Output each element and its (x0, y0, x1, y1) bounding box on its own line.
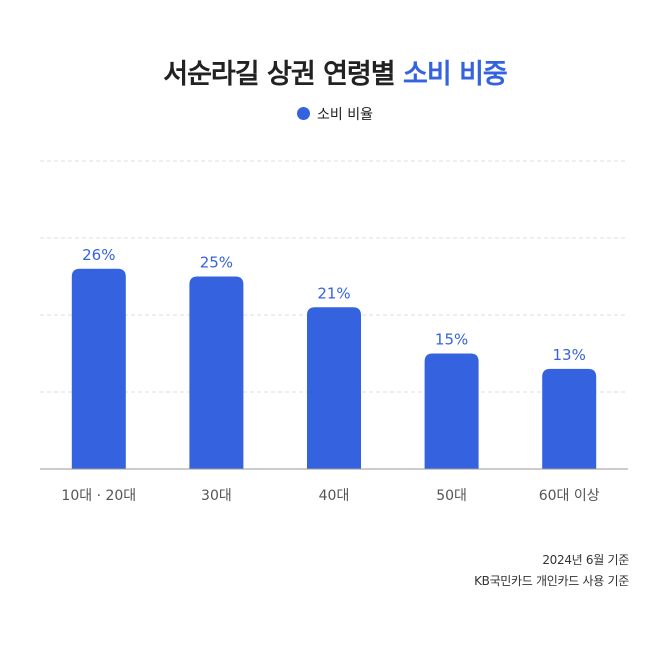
source-basis: KB국민카드 개인카드 사용 기준 (474, 574, 629, 588)
chart-title-highlight: 소비 비중 (403, 59, 508, 90)
bar (71, 268, 126, 469)
data-label: 13% (553, 346, 586, 364)
bar (189, 276, 244, 469)
data-label: 21% (317, 284, 350, 302)
chart-title: 서순라길 상권 연령별 소비 비중 (0, 52, 670, 91)
chart-legend: 소비 비율 (0, 104, 670, 124)
x-tick-label: 30대 (201, 488, 232, 504)
x-tick-label: 40대 (319, 488, 350, 504)
bar (307, 307, 361, 469)
source-date: 2024년 6월 기준 (542, 553, 629, 567)
data-label: 15% (435, 331, 468, 349)
data-label: 25% (200, 254, 233, 272)
data-label: 26% (82, 246, 115, 264)
chart-title-main: 서순라길 상권 연령별 (163, 59, 395, 90)
source-note: 2024년 6월 기준 KB국민카드 개인카드 사용 기준 (474, 550, 629, 592)
x-tick-label: 10대 · 20대 (61, 488, 136, 504)
x-tick-label: 60대 이상 (539, 488, 600, 504)
legend-label: 소비 비율 (317, 107, 373, 123)
bar (424, 353, 479, 469)
x-tick-label: 50대 (436, 488, 467, 504)
bar (542, 368, 597, 469)
legend-marker (297, 107, 310, 120)
